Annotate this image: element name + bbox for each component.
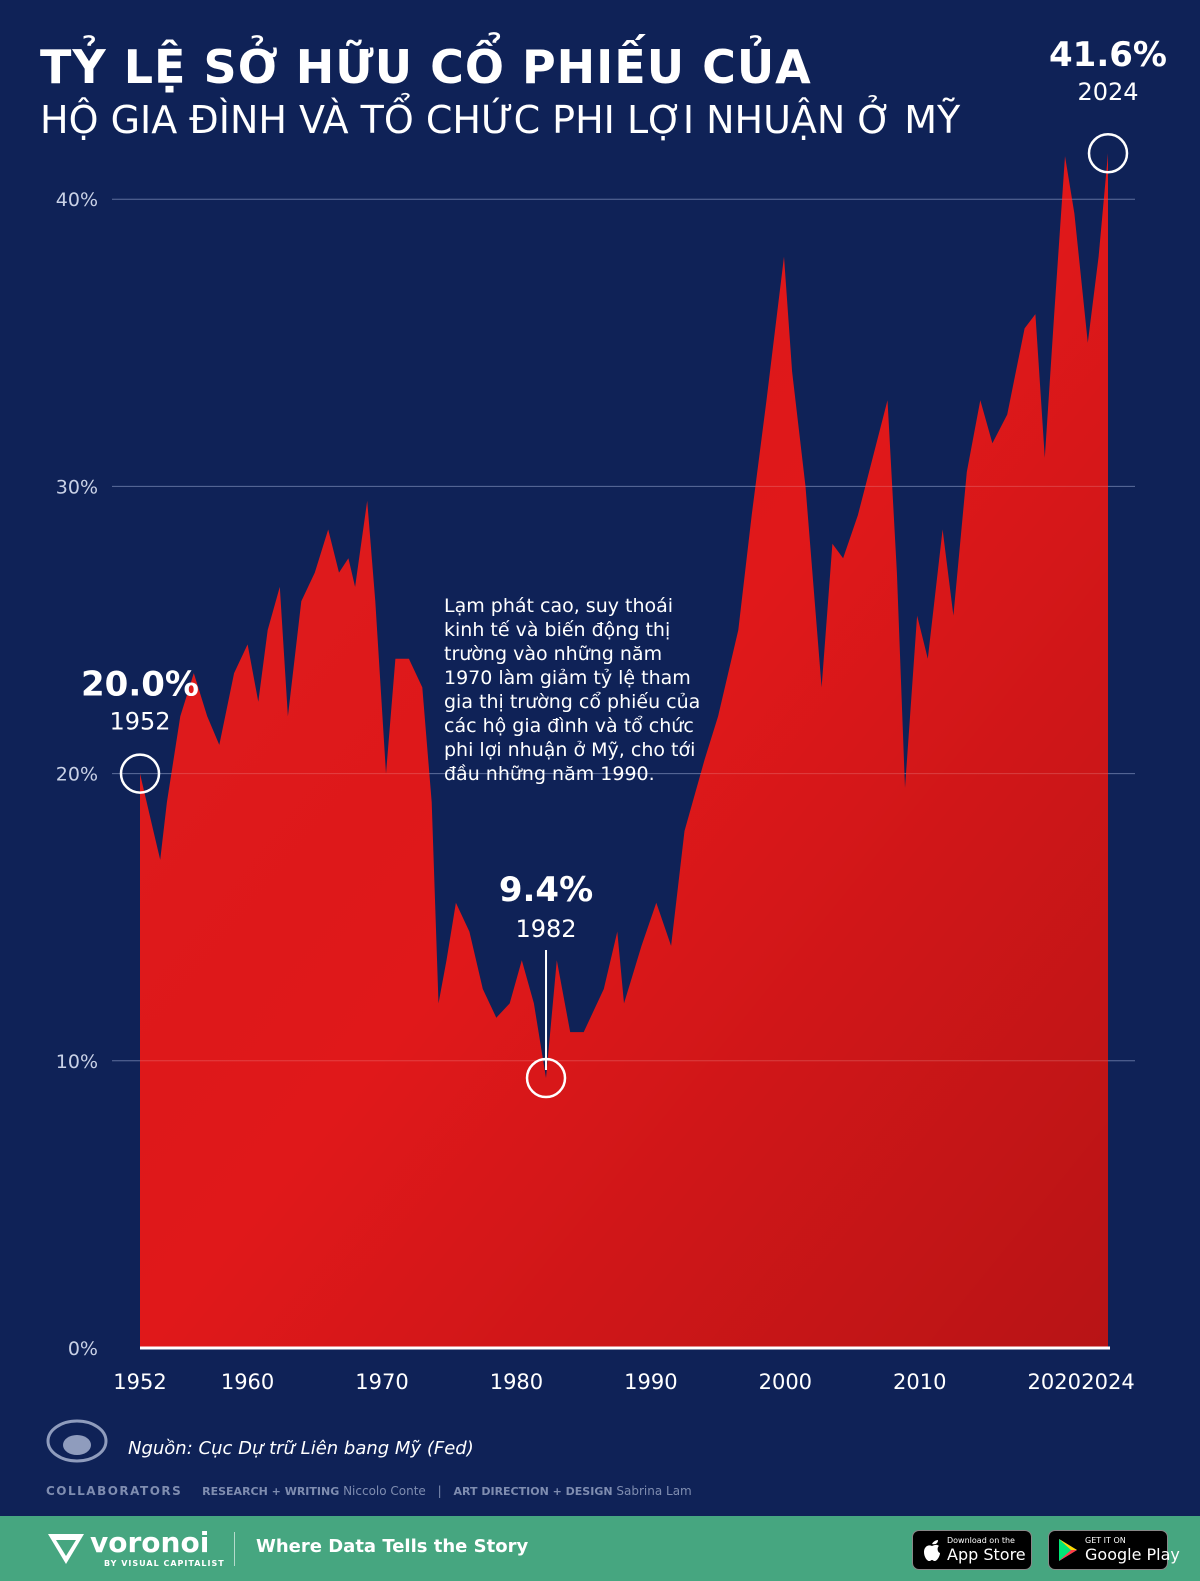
x-tick-label: 1980 [490,1370,543,1394]
brand-subtitle: BY VISUAL CAPITALIST [104,1559,225,1568]
credits-art-role: ART DIRECTION + DESIGN [453,1485,613,1498]
x-tick-label: 2020 [1027,1370,1080,1394]
google-play-label: Google Play [1085,1545,1180,1564]
app-store-button[interactable]: Download on the App Store [912,1530,1032,1570]
credits-art-name: Sabrina Lam [616,1484,692,1498]
y-tick-label: 0% [68,1338,98,1360]
footer-bar: voronoi BY VISUAL CAPITALIST Where Data … [0,1516,1200,1581]
x-tick-label: 1960 [221,1370,274,1394]
credits-research-role: RESEARCH + WRITING [202,1485,340,1498]
app-store-label: App Store [947,1545,1026,1564]
annotation-value-label: 9.4% [499,870,593,910]
y-tick-label: 30% [56,476,98,498]
x-tick-label: 1970 [355,1370,408,1394]
footer-divider [234,1532,235,1566]
credits: COLLABORATORS RESEARCH + WRITING Niccolo… [46,1484,692,1498]
x-tick-label: 2000 [759,1370,812,1394]
area-shading [140,153,1108,1349]
voronoi-logo[interactable]: voronoi BY VISUAL CAPITALIST [46,1526,226,1572]
annotation-year-label: 2024 [1077,78,1138,106]
chart: 0% 10% 20% 30% 40% 1952 1960 1970 1980 1990 2000 20… [56,35,1167,1394]
y-tick-label: 20% [56,764,98,786]
page-title: TỶ LỆ SỞ HỮU CỔ PHIẾU CỦA [40,40,812,94]
app-store-small-label: Download on the [947,1536,1015,1545]
annotation-value-label: 41.6% [1049,35,1167,75]
brand-name: voronoi [90,1526,210,1559]
voronoi-mark-icon [48,1534,84,1564]
y-tick-label: 10% [56,1051,98,1073]
credits-heading: COLLABORATORS [46,1484,183,1498]
chart-annotation: Lạm phát cao, suy thoái kinh tế và biến … [444,595,701,785]
x-tick-label: 1990 [624,1370,677,1394]
google-play-small-label: GET IT ON [1085,1536,1126,1545]
google-play-button[interactable]: GET IT ON Google Play [1048,1530,1180,1570]
annotation-year-label: 1952 [109,708,170,736]
y-tick-label: 40% [56,189,98,211]
annotation-circle [1087,132,1129,174]
tagline: Where Data Tells the Story [256,1536,529,1557]
annotation-circle [119,753,161,794]
x-tick-label: 1952 [113,1370,166,1394]
credits-research-name: Niccolo Conte [343,1484,426,1498]
apple-icon [924,1540,940,1561]
google-play-icon [1059,1539,1077,1561]
collaborators-logo [46,1419,108,1463]
x-tick-label: 2024 [1081,1370,1134,1394]
annotation-year-label: 1982 [515,915,576,943]
source-text: Nguồn: Cục Dự trữ Liên bang Mỹ (Fed) [128,1438,474,1459]
x-tick-label: 2010 [893,1370,946,1394]
annotation-value-label: 20.0% [81,665,199,705]
page-subtitle: HỘ GIA ĐÌNH VÀ TỔ CHỨC PHI LỢI NHUẬN Ở M… [40,98,961,142]
